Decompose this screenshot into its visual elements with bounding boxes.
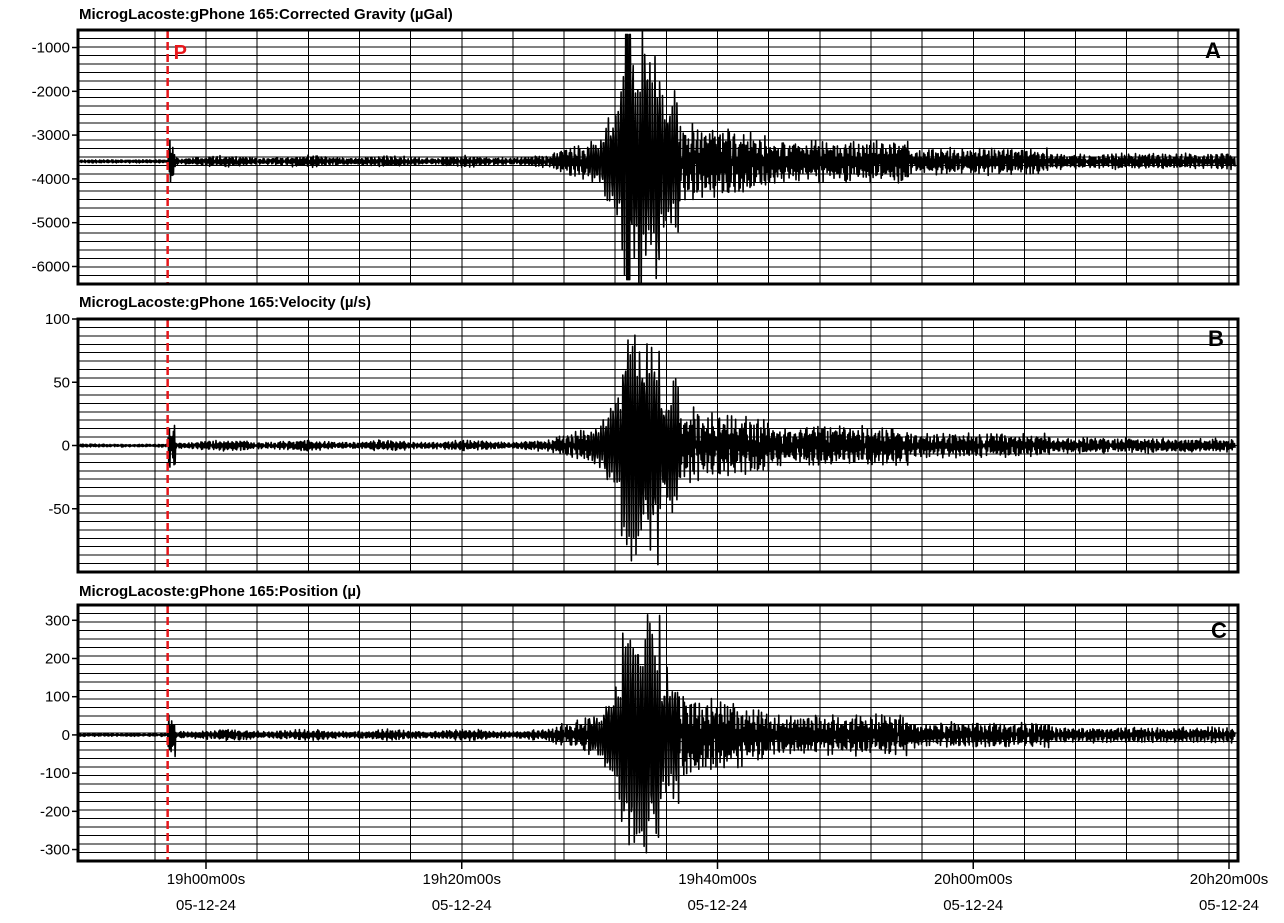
seismic-trace <box>78 614 1236 854</box>
panel-b: MicrogLacoste:gPhone 165:Velocity (µ/s) 1… <box>45 294 1240 574</box>
panel-c: MicrogLacoste:gPhone 165:Position (µ) 300… <box>40 583 1240 863</box>
p-wave-label: P <box>174 42 187 64</box>
panel-title: MicrogLacoste:gPhone 165:Corrected Gravi… <box>79 6 453 23</box>
x-tick-time: 19h40m00s <box>678 871 756 888</box>
plot-frame <box>76 28 1240 286</box>
x-tick-time: 19h20m00s <box>423 871 501 888</box>
y-tick-label: -50 <box>48 501 70 518</box>
panel-a: MicrogLacoste:gPhone 165:Corrected Gravi… <box>32 6 1240 286</box>
x-tick-date: 05-12-24 <box>943 897 1003 914</box>
x-tick-date: 05-12-24 <box>176 897 236 914</box>
x-tick-time: 20h20m00s <box>1190 871 1268 888</box>
y-tick-label: 300 <box>45 612 70 629</box>
y-tick-label: -6000 <box>32 258 70 275</box>
y-tick-label: -1000 <box>32 40 70 57</box>
x-tick-time: 20h00m00s <box>934 871 1012 888</box>
y-tick-label: -2000 <box>32 83 70 100</box>
x-tick-date: 05-12-24 <box>1199 897 1259 914</box>
y-tick-label: 50 <box>53 374 70 391</box>
y-tick-label: 100 <box>45 311 70 328</box>
seismic-trace <box>78 334 1236 566</box>
x-tick-date: 05-12-24 <box>687 897 747 914</box>
panel-letter: C <box>1211 618 1227 643</box>
y-tick-label: 0 <box>62 727 70 744</box>
panel-letter: B <box>1208 326 1224 351</box>
y-tick-label: 100 <box>45 689 70 706</box>
y-tick-label: -4000 <box>32 171 70 188</box>
y-tick-label: 0 <box>62 438 70 455</box>
y-tick-label: 200 <box>45 650 70 667</box>
y-tick-label: -5000 <box>32 215 70 232</box>
seismic-trace <box>78 30 1236 284</box>
y-tick-label: -200 <box>40 803 70 820</box>
panel-title: MicrogLacoste:gPhone 165:Velocity (µ/s) <box>79 294 371 311</box>
x-tick-time: 19h00m00s <box>167 871 245 888</box>
y-tick-label: -3000 <box>32 127 70 144</box>
y-tick-label: -300 <box>40 842 70 859</box>
x-tick-date: 05-12-24 <box>432 897 492 914</box>
plot-frame <box>76 603 1240 863</box>
panel-letter: A <box>1205 38 1221 63</box>
panel-title: MicrogLacoste:gPhone 165:Position (µ) <box>79 583 361 600</box>
x-axis: 19h00m00s 05-12-24 19h20m00s 05-12-24 19h40m… <box>167 861 1268 914</box>
y-tick-label: -100 <box>40 765 70 782</box>
plot-frame <box>76 317 1240 574</box>
